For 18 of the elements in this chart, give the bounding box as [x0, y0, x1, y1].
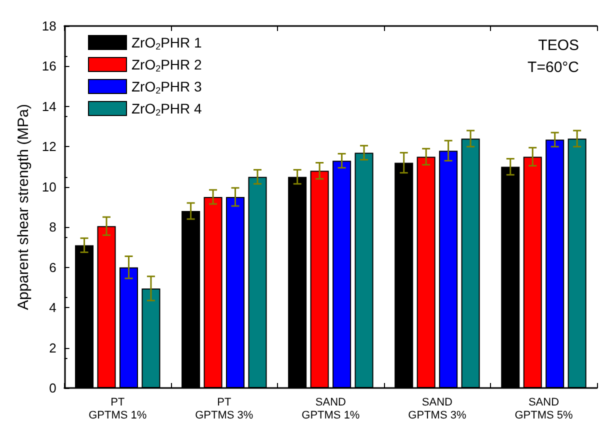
y-tick-label: 4	[49, 300, 56, 316]
y-tick-label: 14	[42, 98, 56, 114]
y-tick-label: 18	[42, 18, 56, 34]
annotation: TEOS	[538, 37, 580, 54]
x-tick-label: PT GPTMS 1%	[88, 396, 147, 422]
y-tick-label: 10	[42, 179, 56, 194]
y-tick-label: 12	[42, 139, 56, 154]
y-axis-title: Apparent shear strength (MPa)	[15, 104, 32, 310]
x-tick-label: PT GPTMS 3%	[195, 396, 254, 422]
y-tick-label: 16	[42, 58, 56, 74]
y-tick-label: 0	[49, 380, 56, 396]
y-tick-label: 6	[49, 260, 56, 275]
y-tick-label: 8	[49, 220, 56, 235]
annotation: T=60°C	[528, 59, 580, 76]
x-tick-label: SAND GPTMS 3%	[408, 396, 466, 422]
x-tick-label: SAND GPTMS 1%	[302, 396, 360, 422]
y-tick-label: 2	[49, 340, 56, 356]
x-tick-label: SAND GPTMS 5%	[514, 396, 573, 422]
